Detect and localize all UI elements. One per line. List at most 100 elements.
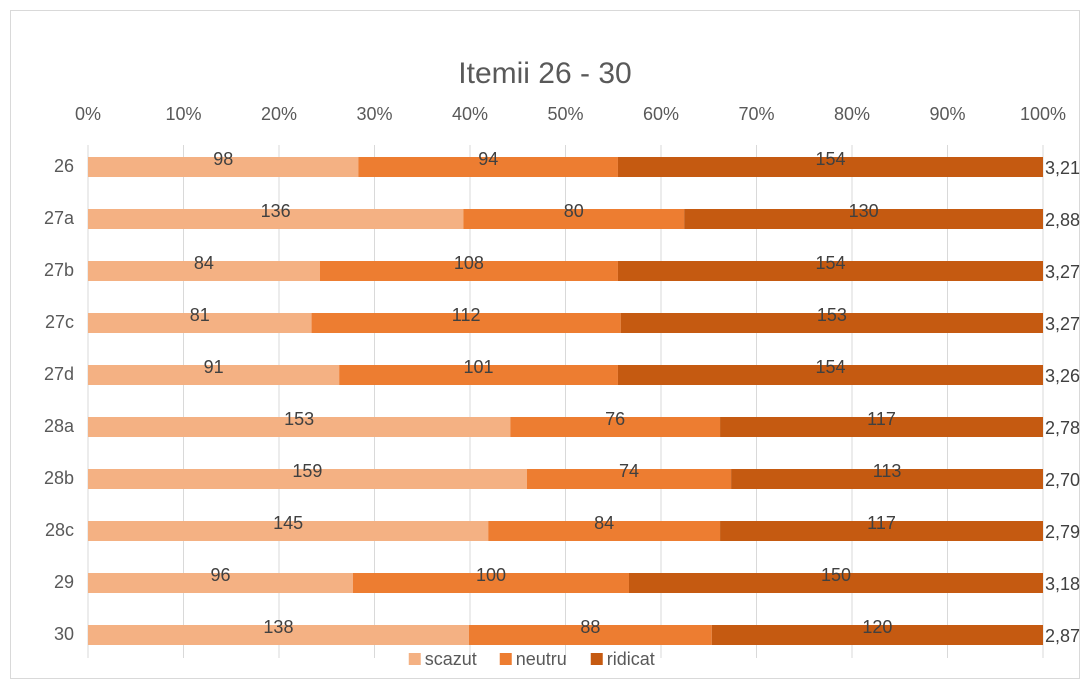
value-label: 98 bbox=[213, 149, 233, 169]
legend-swatch bbox=[590, 653, 603, 665]
legend-swatch bbox=[408, 653, 421, 665]
value-label: 81 bbox=[190, 305, 210, 325]
value-label: 113 bbox=[873, 461, 902, 481]
legend-label: neutru bbox=[516, 649, 567, 669]
bar-segment bbox=[88, 417, 511, 437]
bar-segment bbox=[88, 625, 469, 645]
x-tick-label: 60% bbox=[643, 104, 679, 124]
y-tick-label: 28a bbox=[44, 416, 75, 436]
bar-segment bbox=[88, 365, 340, 385]
bar-segment bbox=[720, 521, 1043, 541]
value-label: 84 bbox=[594, 513, 614, 533]
value-label: 154 bbox=[815, 149, 845, 169]
legend-label: scazut bbox=[425, 649, 477, 669]
y-tick-label: 27c bbox=[45, 312, 74, 332]
bar-segment bbox=[463, 209, 685, 229]
bar-segment bbox=[620, 313, 1043, 333]
value-label: 150 bbox=[821, 565, 851, 585]
y-tick-label: 29 bbox=[54, 572, 74, 592]
y-tick-label: 30 bbox=[54, 624, 74, 644]
mean-label: 2,87 bbox=[1045, 626, 1080, 646]
value-label: 76 bbox=[605, 409, 625, 429]
bar-segment bbox=[488, 521, 721, 541]
chart-title: Itemii 26 - 30 bbox=[458, 57, 631, 90]
x-tick-label: 30% bbox=[356, 104, 392, 124]
bar-segment bbox=[684, 209, 1043, 229]
value-label: 96 bbox=[210, 565, 230, 585]
value-label: 130 bbox=[849, 201, 879, 221]
value-label: 84 bbox=[194, 253, 214, 273]
bar-segment bbox=[88, 209, 464, 229]
bar-segment bbox=[617, 261, 1043, 281]
mean-label: 3,18 bbox=[1045, 574, 1080, 594]
mean-label: 3,27 bbox=[1045, 262, 1080, 282]
value-label: 145 bbox=[273, 513, 303, 533]
x-tick-label: 70% bbox=[738, 104, 774, 124]
chart-border bbox=[10, 10, 1080, 679]
mean-label: 2,88 bbox=[1045, 210, 1080, 230]
legend-label: ridicat bbox=[607, 649, 655, 669]
value-label: 112 bbox=[452, 305, 481, 325]
bar-segment bbox=[88, 157, 359, 177]
value-label: 80 bbox=[564, 201, 584, 221]
bar-segment bbox=[352, 573, 629, 593]
value-label: 88 bbox=[580, 617, 600, 637]
value-label: 100 bbox=[476, 565, 506, 585]
bar-segment bbox=[526, 469, 732, 489]
value-label: 136 bbox=[261, 201, 291, 221]
bar-segment bbox=[510, 417, 721, 437]
bar-segment bbox=[720, 417, 1043, 437]
bar-segment bbox=[311, 313, 621, 333]
bar-segment bbox=[711, 625, 1043, 645]
value-label: 138 bbox=[263, 617, 293, 637]
bar-segment bbox=[88, 521, 489, 541]
bar-segment bbox=[468, 625, 712, 645]
legend-swatch bbox=[499, 653, 512, 665]
mean-label: 3,21 bbox=[1045, 158, 1080, 178]
value-label: 154 bbox=[815, 253, 845, 273]
y-tick-label: 27a bbox=[44, 208, 75, 228]
value-label: 153 bbox=[284, 409, 314, 429]
value-label: 101 bbox=[464, 357, 494, 377]
x-tick-label: 100% bbox=[1020, 104, 1066, 124]
bar-segment bbox=[339, 365, 618, 385]
bar-segment bbox=[617, 157, 1043, 177]
bar-segment bbox=[617, 365, 1043, 385]
value-label: 120 bbox=[862, 617, 892, 637]
mean-label: 2,70 bbox=[1045, 470, 1080, 490]
bar-segment bbox=[731, 469, 1043, 489]
x-tick-label: 90% bbox=[929, 104, 965, 124]
mean-label: 3,27 bbox=[1045, 314, 1080, 334]
mean-label: 2,79 bbox=[1045, 522, 1080, 542]
value-label: 153 bbox=[817, 305, 847, 325]
y-tick-label: 27d bbox=[44, 364, 74, 384]
value-label: 74 bbox=[619, 461, 639, 481]
value-label: 154 bbox=[815, 357, 845, 377]
y-tick-label: 28c bbox=[45, 520, 74, 540]
x-tick-label: 10% bbox=[165, 104, 201, 124]
y-tick-label: 28b bbox=[44, 468, 74, 488]
bar-segment bbox=[358, 157, 618, 177]
mean-label: 2,78 bbox=[1045, 418, 1080, 438]
x-tick-label: 40% bbox=[452, 104, 488, 124]
value-label: 108 bbox=[454, 253, 484, 273]
x-tick-label: 80% bbox=[834, 104, 870, 124]
x-tick-label: 0% bbox=[75, 104, 101, 124]
value-label: 94 bbox=[478, 149, 498, 169]
mean-label: 3,26 bbox=[1045, 366, 1080, 386]
x-tick-label: 50% bbox=[547, 104, 583, 124]
y-tick-label: 26 bbox=[54, 156, 74, 176]
x-tick-label: 20% bbox=[261, 104, 297, 124]
bar-segment bbox=[88, 573, 353, 593]
value-label: 117 bbox=[867, 513, 896, 533]
value-label: 91 bbox=[204, 357, 224, 377]
y-tick-label: 27b bbox=[44, 260, 74, 280]
bar-segment bbox=[319, 261, 618, 281]
bar-segment bbox=[88, 261, 320, 281]
value-label: 117 bbox=[867, 409, 896, 429]
bar-segment bbox=[88, 313, 312, 333]
value-label: 159 bbox=[292, 461, 322, 481]
bar-segment bbox=[88, 469, 527, 489]
bar-segment bbox=[628, 573, 1043, 593]
